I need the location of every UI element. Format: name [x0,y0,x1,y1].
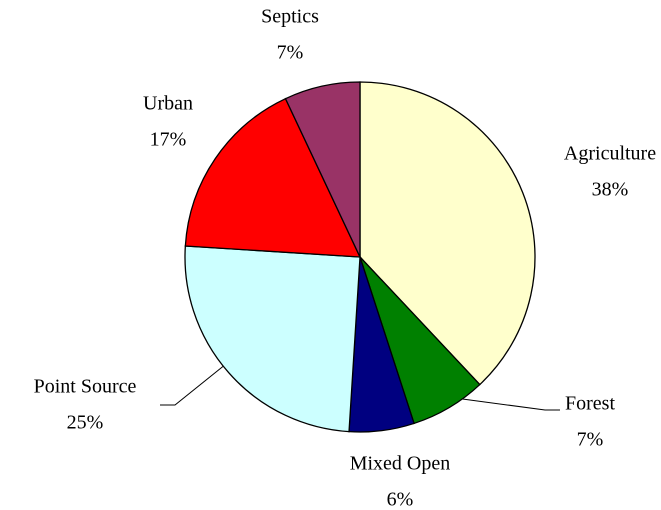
slice-value-label: 25% [67,412,104,434]
leader-line [160,363,227,406]
slice-value-label: 7% [577,429,604,451]
slice-label: Urban [143,93,193,115]
pie-slice [184,245,361,433]
slice-label: Point Source [34,376,137,398]
slice-label: Forest [565,393,615,415]
pie-slice [284,81,361,258]
slice-value-label: 7% [277,42,304,64]
pie-slice [359,81,536,386]
slice-label: Septics [261,6,319,28]
leader-line [454,397,560,411]
slice-value-label: 38% [592,179,629,201]
pie-slice [184,97,362,258]
slice-value-label: 17% [150,129,187,151]
slice-label: Agriculture [564,143,656,165]
slice-value-label: 6% [387,489,414,510]
slice-label: Mixed Open [350,453,451,475]
